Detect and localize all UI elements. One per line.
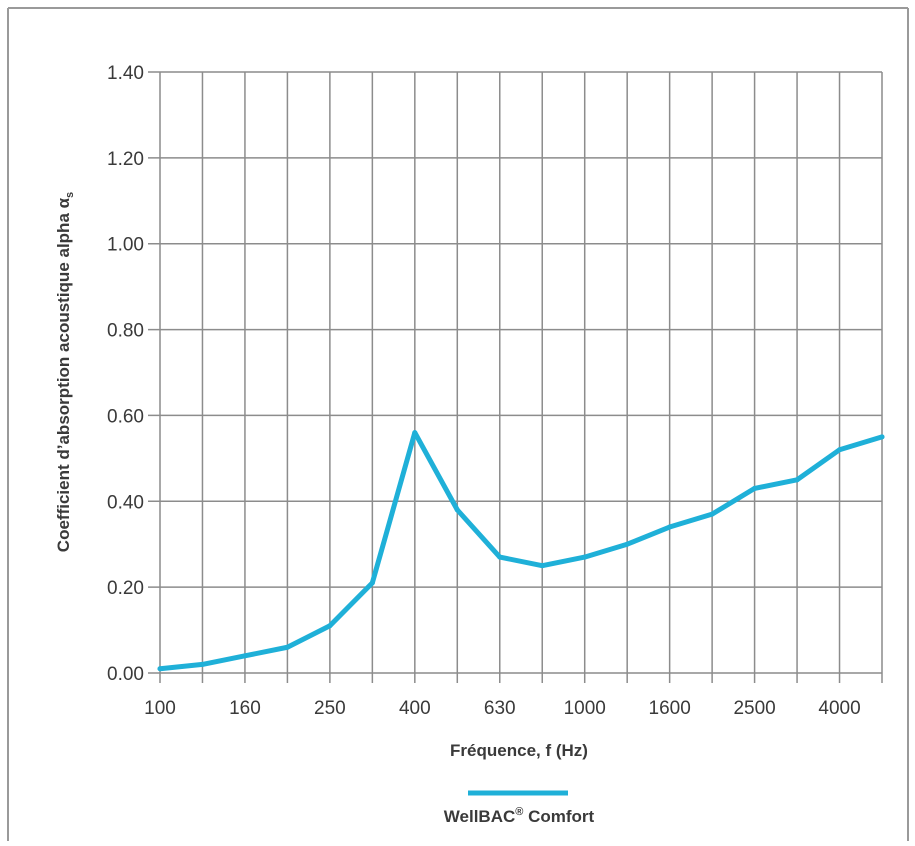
x-tick-label: 2500 xyxy=(733,698,775,719)
data-point xyxy=(412,430,418,436)
x-axis-title: Fréquence, f (Hz) xyxy=(450,741,588,760)
data-point xyxy=(327,623,333,629)
y-tick-label: 0.40 xyxy=(107,492,144,513)
legend-series-superscript: ® xyxy=(515,806,523,818)
data-point xyxy=(284,644,290,650)
series-line xyxy=(157,430,885,672)
x-tick-label: 1000 xyxy=(564,698,606,719)
grid-layer xyxy=(148,71,883,683)
legend-series-name: WellBAC xyxy=(444,807,515,826)
data-point xyxy=(199,661,205,667)
data-point xyxy=(794,477,800,483)
y-tick-label: 0.60 xyxy=(107,406,144,427)
y-tick-label: 1.20 xyxy=(107,149,144,170)
data-point xyxy=(837,447,843,453)
x-tick-label: 250 xyxy=(314,698,346,719)
tick-label-layer: 0.00 0.20 0.40 0.60 0.80 1.00 1.20 1.40 100 160 25… xyxy=(107,63,861,719)
y-tick-label: 0.00 xyxy=(107,664,144,685)
y-axis-title-text: Coefficient d’absorption acoustique alph… xyxy=(54,197,73,552)
y-tick-label: 0.20 xyxy=(107,578,144,599)
data-point xyxy=(624,541,630,547)
y-tick-label: 0.80 xyxy=(107,321,144,342)
data-point xyxy=(454,507,460,513)
x-tick-label: 1600 xyxy=(649,698,691,719)
x-tick-label: 630 xyxy=(484,698,516,719)
x-tick-label: 100 xyxy=(144,698,176,719)
x-tick-label: 400 xyxy=(399,698,431,719)
data-point xyxy=(539,563,545,569)
y-tick-label: 1.40 xyxy=(107,63,144,84)
x-tick-label: 4000 xyxy=(818,698,860,719)
y-tick-label: 1.00 xyxy=(107,235,144,256)
data-point xyxy=(497,554,503,560)
y-axis-title-subscript: s xyxy=(64,192,76,198)
data-point xyxy=(157,666,163,672)
series-layer xyxy=(157,430,885,672)
data-point xyxy=(667,524,673,530)
data-point xyxy=(582,554,588,560)
x-tick-label: 160 xyxy=(229,698,261,719)
legend-series-suffix: Comfort xyxy=(523,807,594,826)
legend: WellBAC® Comfort xyxy=(444,790,595,826)
legend-entry: WellBAC® Comfort xyxy=(444,806,595,826)
data-point xyxy=(709,511,715,517)
data-point xyxy=(369,580,375,586)
data-point xyxy=(752,485,758,491)
data-point xyxy=(242,653,248,659)
y-axis-title: Coefficient d’absorption acoustique alph… xyxy=(54,192,76,552)
data-point xyxy=(879,434,885,440)
